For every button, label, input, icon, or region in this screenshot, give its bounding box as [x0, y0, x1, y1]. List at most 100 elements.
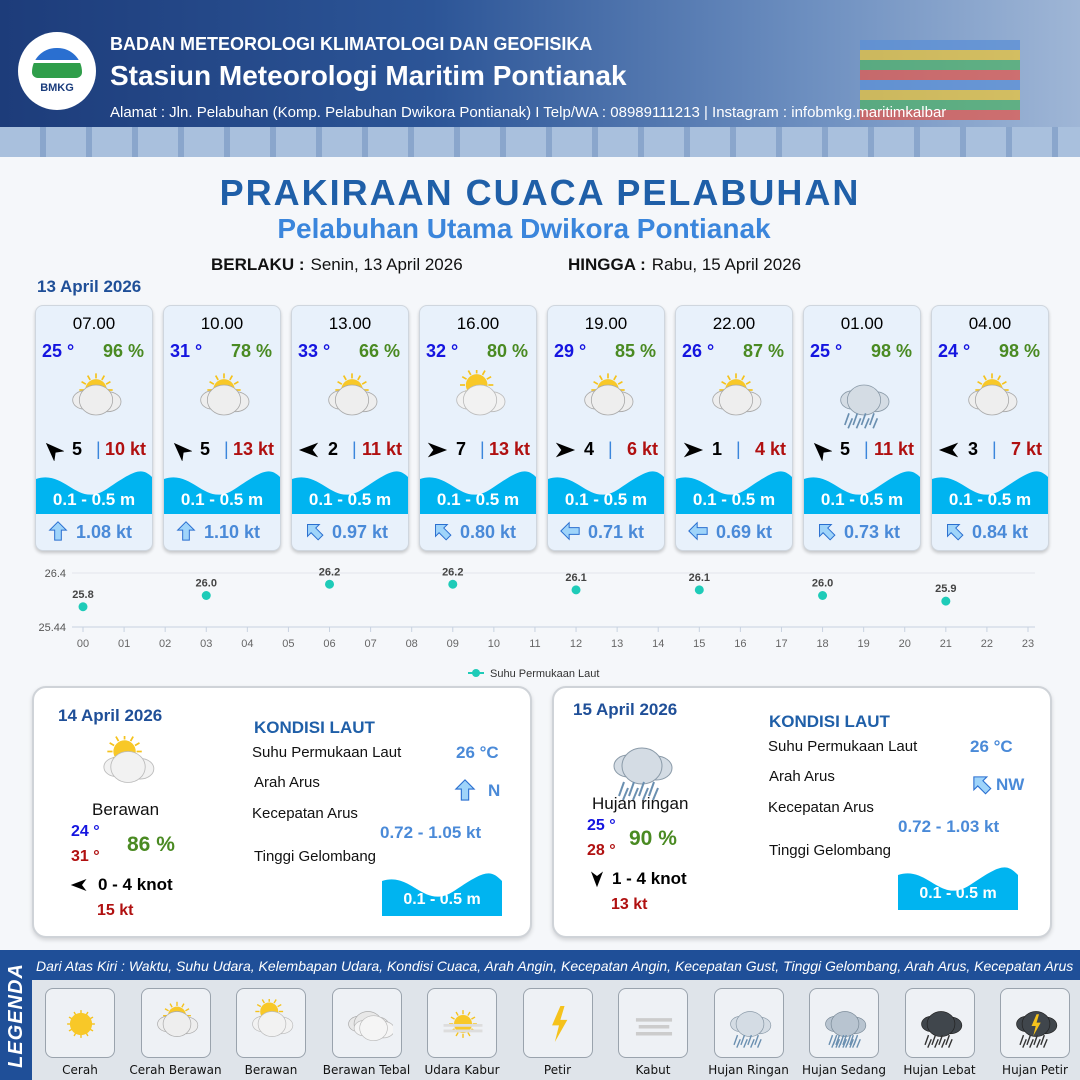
- data-point: [571, 585, 581, 595]
- x-tick-label: 11: [529, 638, 540, 650]
- cloud-icon: [920, 1011, 962, 1037]
- legend-item-berawan-tebal: [331, 988, 402, 1058]
- kabut-weather-icon: [635, 1018, 673, 1036]
- current-speed: 0.97 kt: [332, 522, 389, 542]
- wave-height: 0.1 - 0.5 m: [564, 490, 648, 509]
- header-banner: [0, 0, 1080, 157]
- forecast-card: 19.00 29 ° 85 % 4 | 6 kt 0.1 - 0.5 m 0.7…: [547, 305, 665, 551]
- current-speed: 1.10 kt: [204, 522, 261, 542]
- wind-speed: 7: [456, 439, 467, 459]
- container-illustration: [860, 40, 1020, 120]
- hujan-sedang-weather-icon: [825, 1011, 867, 1048]
- x-tick-label: 16: [734, 638, 746, 650]
- gust-speed: 10 kt: [104, 439, 146, 459]
- separator: |: [224, 439, 229, 459]
- forecast-card: 13.00 33 ° 66 % 2 | 11 kt 0.1 - 0.5 m 0.…: [291, 305, 409, 551]
- x-tick-label: 06: [323, 638, 335, 650]
- cloud-icon: [825, 1011, 867, 1037]
- wind-speed: 1: [712, 439, 723, 459]
- legend-description: Dari Atas Kiri : Waktu, Suhu Udara, Kele…: [36, 958, 1074, 974]
- sst-label: Suhu Permukaan Laut: [768, 738, 918, 755]
- forecast-time: 13.00: [328, 314, 372, 333]
- port-illustration: [0, 127, 1080, 157]
- humidity: 96 %: [102, 341, 144, 361]
- min-temperature: 25 °: [587, 817, 616, 834]
- cerah-berawan-weather-icon: [200, 373, 250, 416]
- current-speed: 1.08 kt: [76, 522, 133, 542]
- max-temperature: 28 °: [587, 842, 616, 859]
- legend-item-hujan-petir: [1000, 988, 1070, 1058]
- separator: |: [96, 439, 101, 459]
- x-tick-label: 02: [159, 638, 171, 650]
- data-point: [448, 579, 458, 589]
- current-direction: N: [488, 781, 501, 800]
- wave-icon: [292, 471, 408, 514]
- wave-height: 0.1 - 0.5 m: [436, 490, 520, 509]
- forecast-time: 10.00: [200, 314, 244, 333]
- cloud-icon: [156, 1011, 198, 1037]
- current-direction-icon: [454, 779, 476, 801]
- humidity: 85 %: [614, 341, 656, 361]
- wave-icon: [932, 471, 1048, 514]
- y-tick-label: 25.44: [38, 622, 66, 634]
- x-tick-label: 22: [981, 638, 993, 650]
- legend-item-kabut: [618, 988, 688, 1058]
- legend: LEGENDA Dari Atas Kiri : Waktu, Suhu Uda…: [0, 950, 1080, 1080]
- forecast-card: 01.00 25 ° 98 % 5 | 11 kt 0.1 - 0.5 m 0.…: [803, 305, 921, 551]
- cloud-icon: [584, 384, 634, 416]
- cloud-icon: [252, 1011, 294, 1037]
- x-tick-label: 08: [406, 638, 418, 650]
- gust-speed: 6 kt: [626, 439, 658, 459]
- sst-value: 26 °C: [970, 737, 1013, 756]
- daily-forecast-panel: 15 April 2026 Hujan ringan 25 ° 28 ° 90 …: [552, 686, 1052, 938]
- page-subtitle: Pelabuhan Utama Dwikora Pontianak: [277, 213, 771, 244]
- day-date: 14 April 2026: [58, 706, 163, 725]
- x-tick-label: 13: [611, 638, 623, 650]
- wave-icon: [548, 471, 664, 514]
- wave-icon: [420, 471, 536, 514]
- humidity: 66 %: [358, 341, 400, 361]
- cerah-berawan-weather-icon: [72, 373, 122, 416]
- bmkg-logo: BMKG: [18, 32, 96, 110]
- separator: |: [864, 439, 869, 459]
- current-speed: 0.69 kt: [716, 522, 773, 542]
- wave-height-label: Tinggi Gelombang: [254, 848, 377, 865]
- legend-label: Berawan Tebal: [322, 1063, 411, 1077]
- legend-item-udara-kabur: [427, 988, 497, 1058]
- hujan-ringan-weather-icon: [613, 747, 673, 801]
- legend-label: Kabut: [635, 1063, 671, 1077]
- x-tick-label: 17: [775, 638, 787, 650]
- legend-label: Hujan Sedang: [802, 1063, 886, 1077]
- data-label: 26.1: [565, 572, 586, 584]
- x-tick-label: 20: [899, 638, 911, 650]
- cloud-icon: [712, 384, 762, 416]
- separator: |: [992, 439, 997, 459]
- wave-height: 0.1 - 0.5 m: [820, 490, 904, 509]
- x-tick-label: 01: [118, 638, 130, 650]
- data-point: [694, 585, 704, 595]
- wind-speed: 5: [72, 439, 83, 459]
- hujan-ringan-weather-icon: [840, 384, 890, 429]
- cloud-icon: [968, 384, 1018, 416]
- udara-kabur-weather-icon: [443, 1010, 483, 1038]
- wave-height: 0.1 - 0.5 m: [52, 490, 136, 509]
- legend-marker: [472, 669, 480, 677]
- wave-height: 0.1 - 0.5 m: [180, 490, 264, 509]
- cerah-berawan-weather-icon: [328, 373, 378, 416]
- gust-speed: 15 kt: [97, 902, 134, 919]
- wave-height: 0.1 - 0.5 m: [948, 490, 1032, 509]
- gust-speed: 13 kt: [232, 439, 274, 459]
- humidity: 86 %: [127, 833, 175, 856]
- data-label: 26.2: [442, 566, 463, 578]
- cloud-icon: [456, 384, 506, 416]
- day-date: 15 April 2026: [573, 700, 678, 719]
- legend-item-hujan-ringan: [713, 988, 784, 1058]
- wind-speed: 3: [968, 439, 979, 459]
- valid-from-value: Senin, 13 April 2026: [310, 255, 463, 274]
- legend-item-hujan-lebat: [904, 988, 975, 1058]
- current-direction-icon: [307, 524, 324, 541]
- valid-to-value: Rabu, 15 April 2026: [651, 255, 802, 274]
- legend-label: Hujan Lebat: [903, 1063, 976, 1077]
- cerah-berawan-weather-icon: [156, 1001, 198, 1037]
- x-tick-label: 05: [282, 638, 294, 650]
